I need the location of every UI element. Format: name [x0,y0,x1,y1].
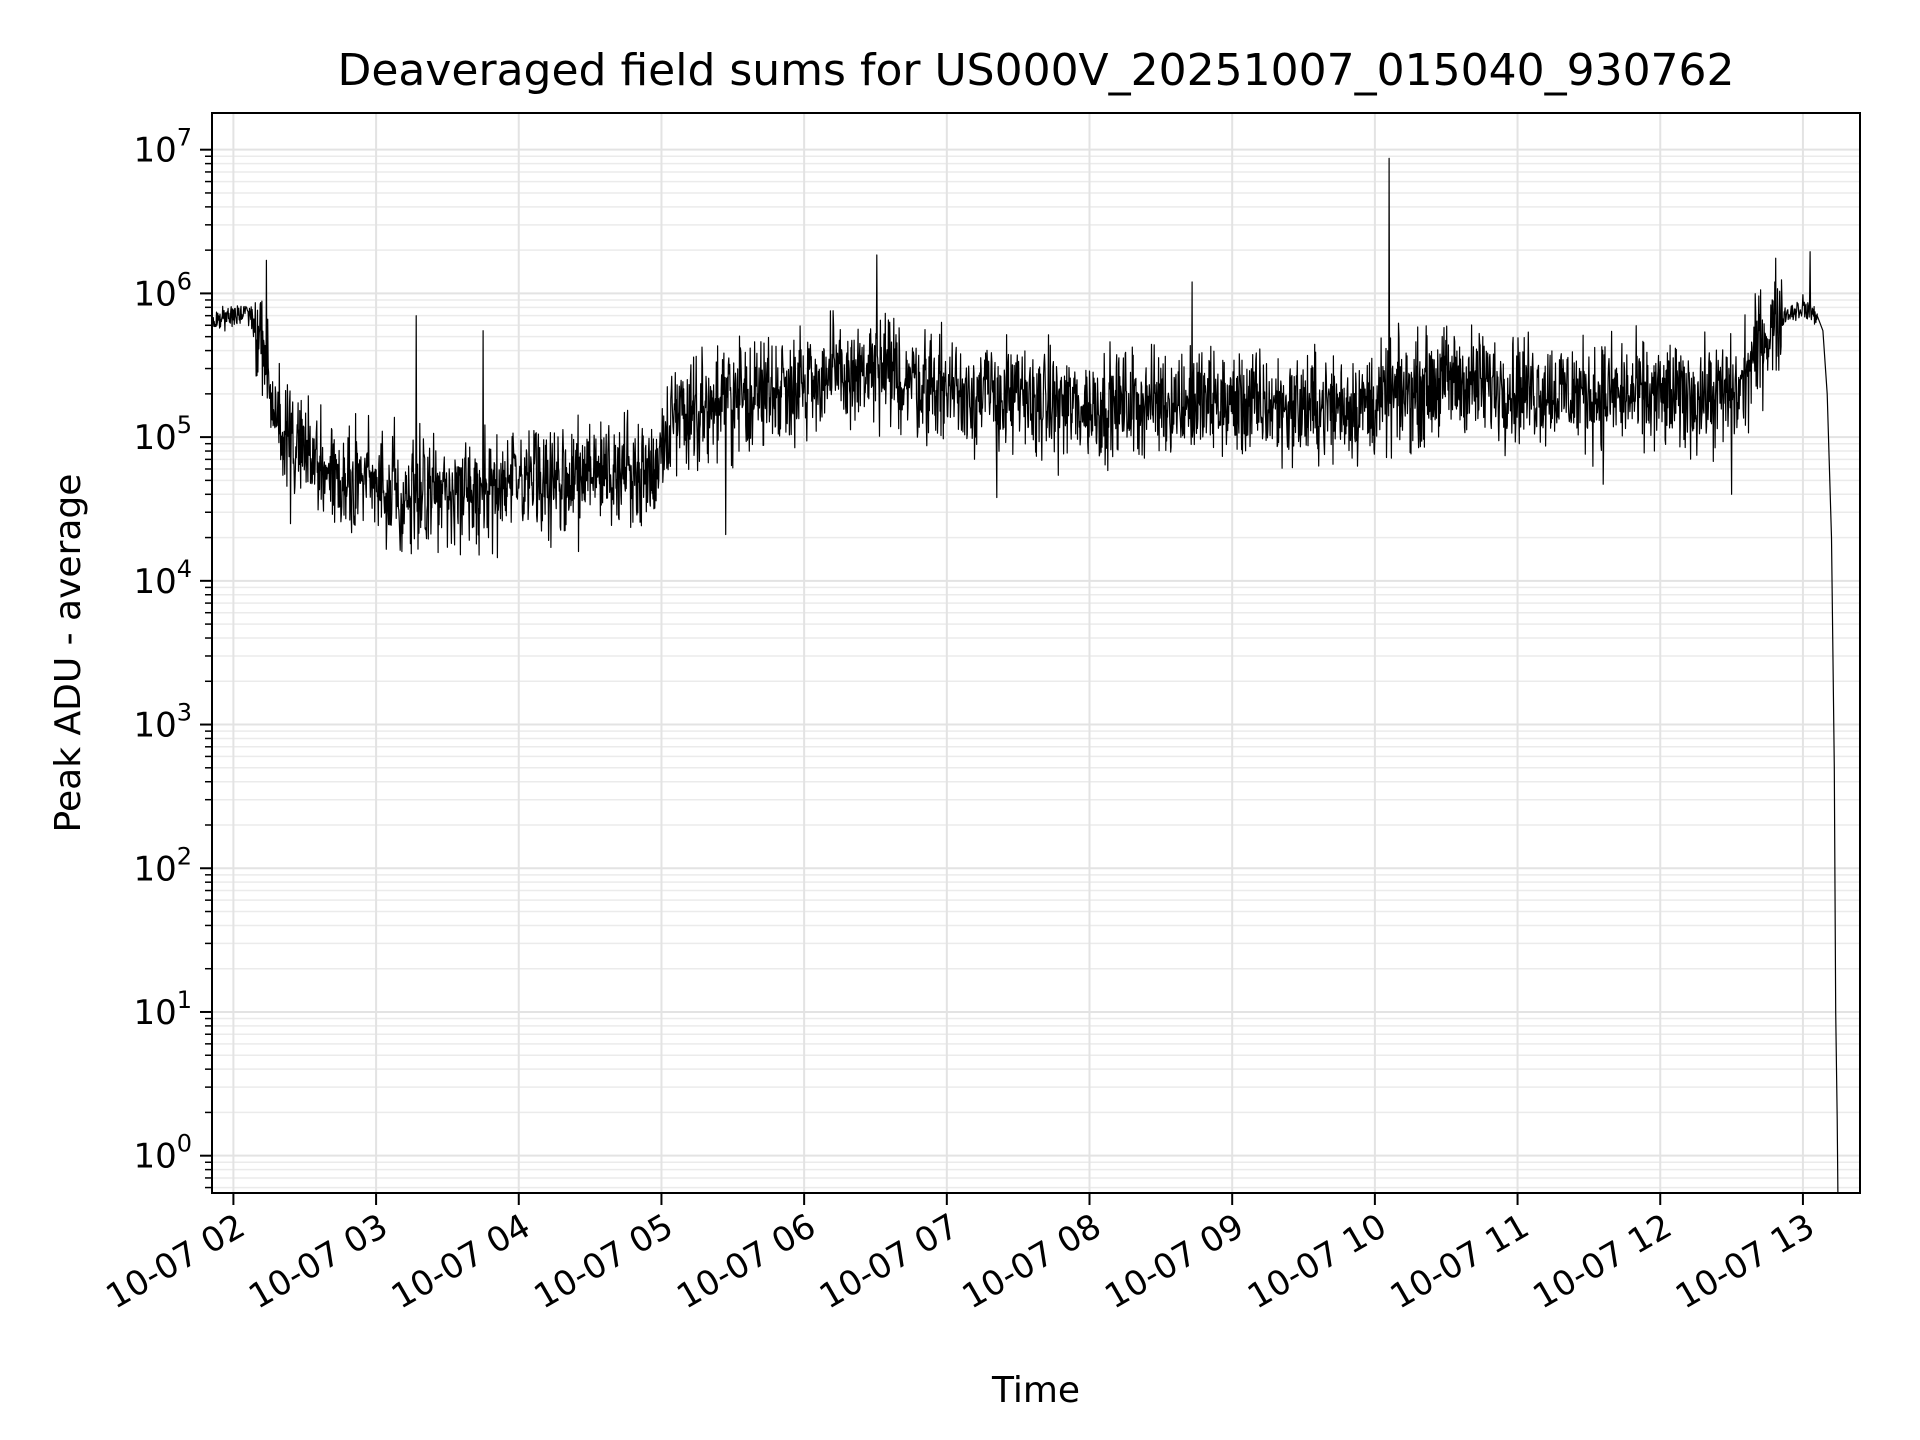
y-tick-label: 103 [133,699,192,746]
chart-title: Deaveraged field sums for US000V_2025100… [337,45,1734,96]
plot-frame [211,112,1861,1194]
y-tick-label: 102 [133,842,192,889]
y-tick-label-exponent: 4 [177,555,192,583]
y-tick-label-base: 10 [133,274,176,314]
y-tick-label-exponent: 2 [177,842,192,870]
y-tick-label-exponent: 7 [177,124,192,152]
y-tick-label-exponent: 3 [177,699,192,727]
y-tick-label-exponent: 0 [177,1130,192,1158]
y-tick-label: 104 [133,555,192,602]
y-tick-label-base: 10 [133,993,176,1033]
y-tick-label-exponent: 6 [177,267,192,295]
series-line [211,157,1839,1194]
y-tick-label-exponent: 1 [177,986,192,1014]
y-tick-label-base: 10 [133,418,176,458]
series-layer [211,157,1839,1194]
y-tick-label-base: 10 [133,562,176,602]
y-tick-label: 105 [133,411,192,458]
y-tick-label-exponent: 5 [177,411,192,439]
y-tick-label: 106 [133,267,192,314]
x-axis-label: Time [991,1370,1080,1411]
grid-major [212,113,1860,1193]
plot-area-background [212,113,1860,1193]
y-tick-label: 100 [133,1130,192,1177]
y-tick-label-base: 10 [133,1137,176,1177]
y-axis-label: Peak ADU - average [48,474,89,833]
y-tick-label: 101 [133,986,192,1033]
y-tick-label-base: 10 [133,706,176,746]
y-tick-label-base: 10 [133,131,176,171]
y-tick-label: 107 [133,124,192,171]
y-tick-label-base: 10 [133,849,176,889]
